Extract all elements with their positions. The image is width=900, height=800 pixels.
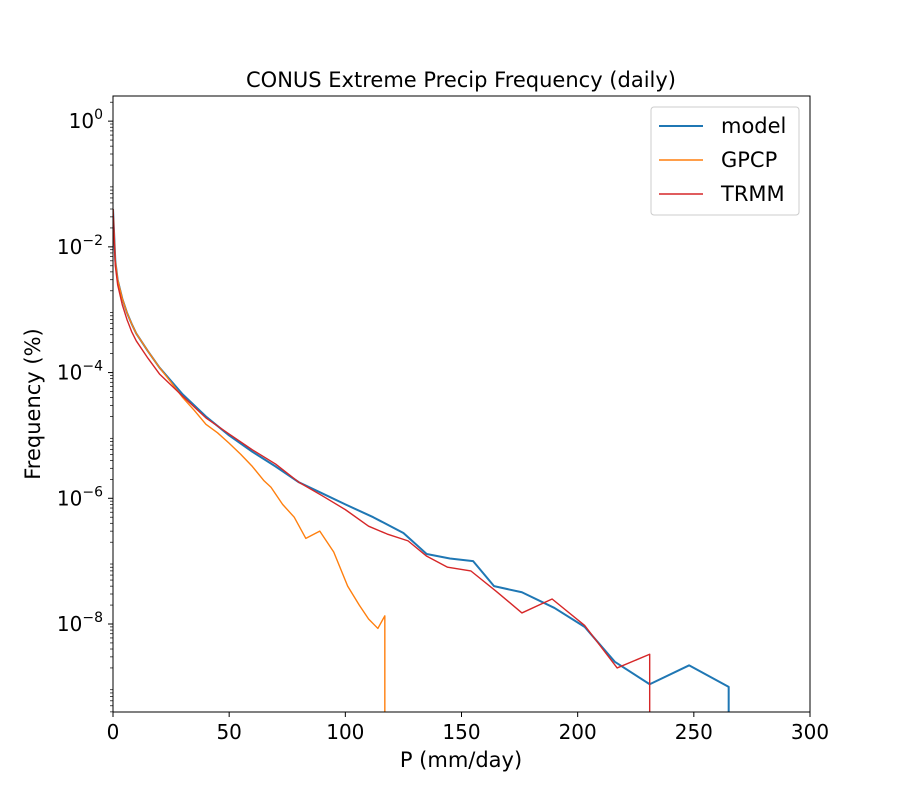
x-tick-label: 200	[559, 720, 597, 744]
y-tick-label: 10−8	[57, 610, 103, 636]
x-tick-label: 250	[675, 720, 713, 744]
x-tick-label: 300	[791, 720, 829, 744]
x-tick-label: 50	[216, 720, 241, 744]
y-tick-label: 10−2	[57, 233, 103, 259]
y-tick-label: 100	[69, 107, 103, 133]
x-tick-label: 150	[442, 720, 480, 744]
x-tick-label: 100	[326, 720, 364, 744]
y-axis: 100 10−2 10−4 10−6 10−8	[57, 101, 113, 713]
y-axis-label: Frequency (%)	[21, 328, 45, 480]
x-axis-label: P (mm/day)	[400, 748, 522, 772]
series-line-trmm	[113, 208, 651, 712]
legend-label-model: model	[721, 114, 786, 138]
plot-frame	[112, 95, 811, 713]
legend-label-gpcp: GPCP	[721, 148, 777, 172]
series-line-gpcp	[113, 208, 386, 712]
chart-title: CONUS Extreme Precip Frequency (daily)	[246, 68, 676, 92]
y-tick-label: 10−6	[57, 484, 103, 510]
legend: model GPCP TRMM	[650, 106, 800, 216]
x-tick-label: 0	[107, 720, 120, 744]
y-tick-label: 10−4	[57, 359, 103, 385]
x-axis: 0 50 100 150 200 250 300	[107, 712, 829, 744]
plot-area	[113, 208, 730, 712]
legend-box	[650, 106, 800, 216]
legend-label-trmm: TRMM	[720, 182, 785, 206]
